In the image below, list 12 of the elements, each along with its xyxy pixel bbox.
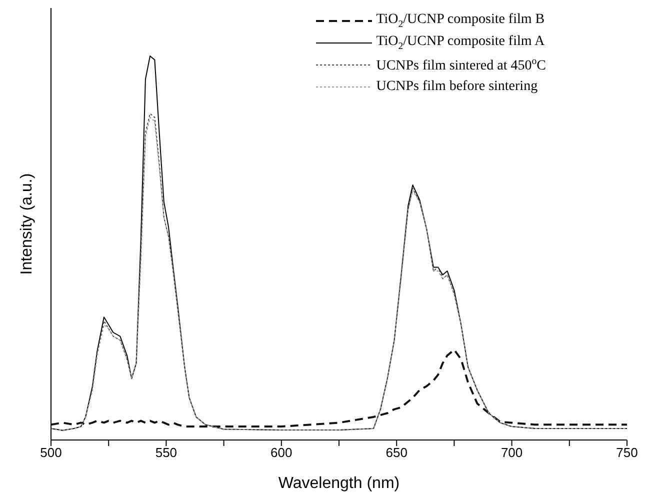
x-tick-label: 550 [155, 445, 178, 460]
x-tick-label: 650 [386, 445, 408, 460]
x-tick-label: 750 [616, 445, 638, 460]
legend-label: UCNPs film before sintering [376, 79, 538, 94]
y-axis-title: Intensity (a.u.) [18, 173, 36, 275]
x-tick-label: 600 [270, 445, 292, 460]
x-axis-title: Wavelength (nm) [278, 475, 400, 492]
legend-label: UCNPs film sintered at 450$^{o}$C [376, 56, 546, 74]
x-tick-label: 500 [40, 445, 62, 460]
legend-label: TiO$_{2}$/UCNP composite film A [376, 34, 545, 52]
x-tick-label: 700 [500, 445, 523, 460]
legend-label: TiO$_{2}$/UCNP composite film B [376, 12, 545, 30]
